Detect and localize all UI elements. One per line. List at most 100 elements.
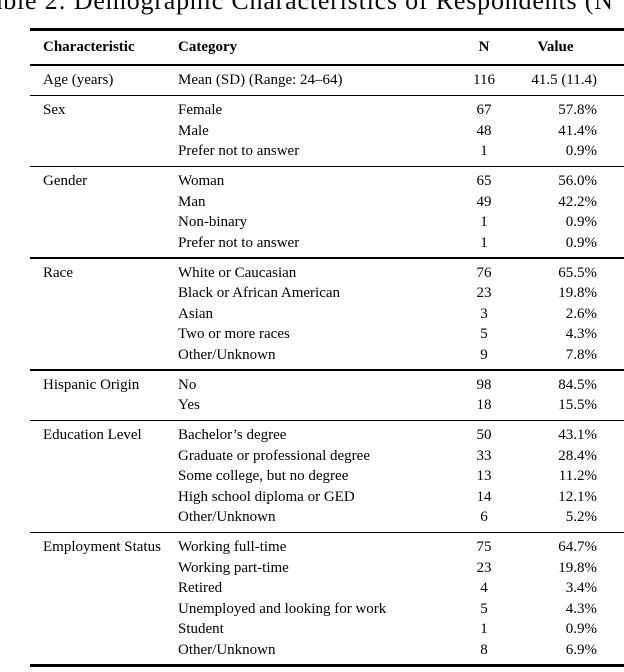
category-cell: Bachelor’s degree bbox=[178, 427, 287, 443]
n-cell: 1 bbox=[480, 143, 488, 159]
characteristic-cell bbox=[30, 446, 178, 467]
category-cell: Woman bbox=[178, 173, 225, 189]
characteristic-cell bbox=[30, 599, 178, 620]
table-caption-clip: Table 2: Demographic Characteristics of … bbox=[0, 0, 624, 16]
category-cell: Working full-time bbox=[178, 539, 287, 555]
category-cell: White or Caucasian bbox=[178, 264, 297, 281]
characteristic-cell bbox=[30, 324, 178, 345]
section-rule bbox=[30, 165, 624, 167]
n-cell: 67 bbox=[476, 102, 492, 118]
characteristic-cell bbox=[30, 283, 178, 304]
characteristic-cell: Employment Status bbox=[43, 539, 161, 555]
n-cell: 75 bbox=[476, 539, 492, 555]
value-cell: 84.5% bbox=[558, 376, 597, 393]
n-cell: 65 bbox=[476, 173, 492, 189]
top-rule bbox=[30, 28, 624, 31]
value-cell: 0.9% bbox=[565, 143, 597, 159]
table-row: Non-binary 1 0.9% bbox=[30, 212, 624, 233]
category-cell: Non-binary bbox=[178, 214, 248, 230]
table-row: Sex Female 67 57.8% bbox=[30, 100, 624, 121]
n-cell: 18 bbox=[476, 397, 492, 413]
category-cell: Man bbox=[178, 193, 206, 210]
characteristic-cell bbox=[30, 558, 178, 579]
table-row: Employment Status Working full-time 75 64.7… bbox=[30, 537, 624, 558]
characteristic-cell bbox=[30, 466, 178, 487]
header-n: N bbox=[478, 39, 490, 55]
category-cell: Female bbox=[178, 102, 223, 118]
value-cell: 7.8% bbox=[565, 346, 597, 363]
section-rule bbox=[30, 531, 624, 533]
table-row: Prefer not to answer 1 0.9% bbox=[30, 141, 624, 162]
characteristic-cell bbox=[30, 507, 178, 528]
value-cell: 19.8% bbox=[558, 285, 597, 301]
table-row: Student 1 0.9% bbox=[30, 619, 624, 640]
table-row: Working part-time 23 19.8% bbox=[30, 558, 624, 579]
category-cell: Working part-time bbox=[178, 559, 289, 576]
table-row: Some college, but no degree 13 11.2% bbox=[30, 466, 624, 487]
category-cell: Unemployed and looking for work bbox=[178, 600, 387, 617]
n-cell: 1 bbox=[480, 234, 488, 251]
n-cell: 9 bbox=[480, 346, 488, 363]
table-row: Education Level Bachelor’s degree 50 43.1% bbox=[30, 425, 624, 446]
n-cell: 5 bbox=[480, 326, 488, 342]
value-cell: 3.4% bbox=[565, 580, 597, 596]
n-cell: 6 bbox=[480, 509, 488, 525]
table-row: Other/Unknown 8 6.9% bbox=[30, 640, 624, 661]
section-rule bbox=[30, 369, 624, 371]
category-cell: Two or more races bbox=[178, 326, 290, 342]
n-cell: 98 bbox=[476, 376, 492, 393]
value-cell: 4.3% bbox=[565, 600, 597, 617]
table-section: Education Level Bachelor’s degree 50 43.1% G… bbox=[30, 421, 624, 532]
table-row: Man 49 42.2% bbox=[30, 192, 624, 213]
n-cell: 4 bbox=[480, 580, 488, 596]
n-cell: 8 bbox=[480, 641, 488, 658]
category-cell: Student bbox=[178, 621, 224, 637]
category-cell: Prefer not to answer bbox=[178, 234, 300, 251]
header-category: Category bbox=[178, 39, 238, 55]
table-row: Yes 18 15.5% bbox=[30, 395, 624, 416]
n-cell: 49 bbox=[476, 193, 492, 210]
category-cell: No bbox=[178, 376, 197, 393]
value-cell: 4.3% bbox=[565, 326, 597, 342]
table-section: Gender Woman 65 56.0% Man 49 42.2% Non-binary 1 0… bbox=[30, 167, 624, 257]
value-cell: 41.5 (11.4) bbox=[531, 72, 597, 88]
value-cell: 19.8% bbox=[558, 559, 597, 576]
characteristic-cell bbox=[30, 141, 178, 162]
characteristic-cell bbox=[30, 487, 178, 508]
n-cell: 33 bbox=[476, 447, 492, 464]
characteristic-cell bbox=[30, 212, 178, 233]
value-cell: 15.5% bbox=[558, 397, 597, 413]
header-characteristic: Characteristic bbox=[43, 39, 135, 55]
value-cell: 5.2% bbox=[565, 509, 597, 525]
table-row: Gender Woman 65 56.0% bbox=[30, 171, 624, 192]
characteristic-cell bbox=[30, 578, 178, 599]
n-cell: 14 bbox=[476, 488, 492, 505]
table-body: Age (years) Mean (SD) (Range: 24–64) 116 41… bbox=[30, 66, 624, 667]
value-cell: 42.2% bbox=[558, 193, 597, 210]
bottom-rule bbox=[30, 664, 624, 667]
section-rule bbox=[30, 257, 624, 259]
value-cell: 0.9% bbox=[565, 234, 597, 251]
category-cell: Graduate or professional degree bbox=[178, 447, 370, 464]
table-row: Other/Unknown 6 5.2% bbox=[30, 507, 624, 528]
n-cell: 116 bbox=[473, 72, 495, 88]
table-section: Age (years) Mean (SD) (Range: 24–64) 116 41… bbox=[30, 66, 624, 95]
characteristic-cell bbox=[30, 304, 178, 325]
table-row: Unemployed and looking for work 5 4.3% bbox=[30, 599, 624, 620]
table-row: Asian 3 2.6% bbox=[30, 304, 624, 325]
table-section: Sex Female 67 57.8% Male 48 41.4% Prefer not to… bbox=[30, 96, 624, 166]
category-cell: Prefer not to answer bbox=[178, 143, 300, 159]
category-cell: Male bbox=[178, 122, 209, 139]
category-cell: Other/Unknown bbox=[178, 641, 276, 658]
category-cell: Black or African American bbox=[178, 285, 341, 301]
value-cell: 65.5% bbox=[558, 264, 597, 281]
table-row: Other/Unknown 9 7.8% bbox=[30, 345, 624, 366]
characteristic-cell bbox=[30, 121, 178, 142]
value-cell: 28.4% bbox=[558, 447, 597, 464]
category-cell: High school diploma or GED bbox=[178, 488, 355, 505]
characteristic-cell bbox=[30, 233, 178, 254]
category-cell: Other/Unknown bbox=[178, 509, 276, 525]
value-cell: 41.4% bbox=[558, 122, 597, 139]
characteristic-cell: Race bbox=[43, 264, 73, 281]
